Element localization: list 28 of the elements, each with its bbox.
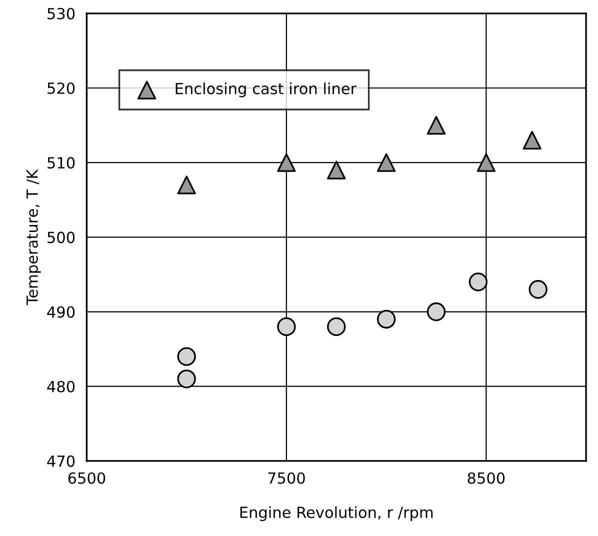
point [327,160,346,180]
point [277,317,296,336]
x-tick-label: 8500 [468,472,505,484]
point [177,176,196,194]
x-tick-label: 6500 [68,472,106,484]
y-tick-label: 510 [48,157,75,169]
y-tick-label: 490 [47,306,75,318]
y-tick-label: 530 [48,8,75,20]
point [327,317,346,336]
point [528,280,548,299]
point [468,272,488,292]
point [376,153,396,172]
point [426,302,446,322]
legend-label: Enclosing cast iron liner [176,82,357,98]
point [376,310,396,329]
point [277,153,296,172]
point [177,370,196,388]
x-axis-title: Engine Revolution, r /rpm [240,506,433,522]
y-tick-label: 520 [48,82,75,94]
point [522,130,542,150]
y-axis-title: Temperature, T /K [26,168,41,306]
x-tick-label: 7500 [268,472,305,484]
y-tick-label: 480 [47,380,75,392]
point [177,347,196,366]
point [426,116,446,135]
point [476,153,496,172]
y-tick-label: 500 [48,232,75,244]
y-tick-label: 470 [47,455,75,467]
